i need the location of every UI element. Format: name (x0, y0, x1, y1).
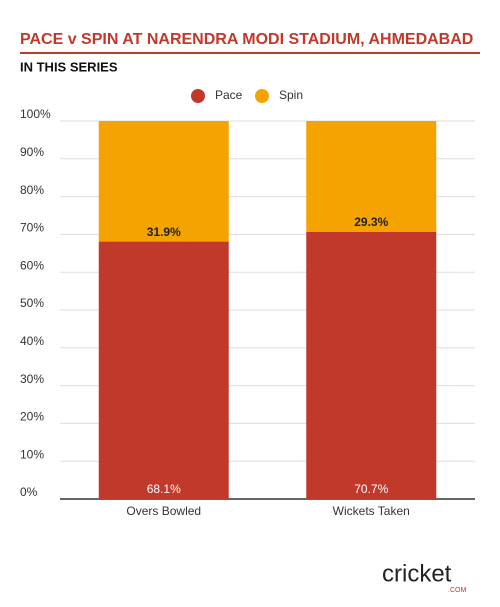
data-label: 29.3% (354, 215, 388, 229)
y-tick-label: 60% (20, 258, 44, 272)
data-label: 68.1% (147, 482, 181, 496)
bar-segment (306, 231, 437, 499)
y-tick-label: 40% (20, 334, 44, 348)
x-tick-label: Wickets Taken (333, 504, 410, 518)
data-label: 31.9% (147, 225, 181, 239)
y-tick-label: 10% (20, 447, 44, 461)
y-tick-label: 20% (20, 410, 44, 424)
data-label: 70.7% (354, 482, 388, 496)
logo-text: cricket (382, 560, 452, 587)
y-tick-label: 70% (20, 221, 44, 235)
y-tick-label: 100% (20, 107, 51, 121)
y-tick-label: 90% (20, 145, 44, 159)
legend-label: Pace (215, 88, 243, 102)
bar-segment (306, 121, 437, 232)
y-tick-label: 30% (20, 372, 44, 386)
y-tick-label: 80% (20, 183, 44, 197)
logo-suffix: .COM (448, 587, 466, 594)
legend-swatch (191, 89, 205, 103)
y-tick-label: 50% (20, 296, 44, 310)
bar-segment (98, 241, 229, 499)
y-tick-label: 0% (20, 485, 38, 499)
legend-swatch (255, 89, 269, 103)
x-tick-label: Overs Bowled (126, 504, 201, 518)
bar-segment (98, 121, 229, 242)
legend-label: Spin (279, 88, 303, 102)
chart-subtitle: IN THIS SERIES (20, 59, 118, 74)
chart-title: PACE v SPIN AT NARENDRA MODI STADIUM, AH… (20, 31, 473, 48)
